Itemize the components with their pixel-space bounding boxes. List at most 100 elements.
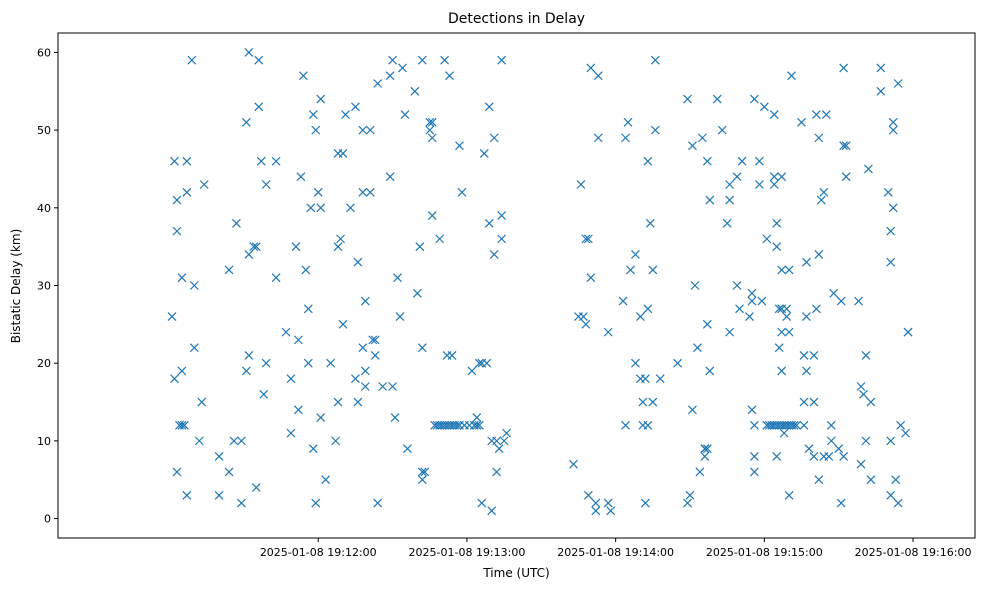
data-point [311, 498, 321, 508]
data-point [172, 467, 182, 477]
data-point [578, 312, 588, 322]
data-point [655, 374, 665, 384]
data-point [271, 273, 281, 283]
data-point [581, 319, 591, 329]
data-point [388, 55, 398, 65]
data-point [177, 273, 187, 283]
data-point [583, 490, 593, 500]
data-point [777, 172, 787, 182]
data-point [502, 428, 512, 438]
data-point [688, 141, 697, 151]
data-point [700, 444, 710, 454]
data-point [425, 125, 435, 135]
data-point [261, 358, 271, 368]
data-point [417, 467, 427, 477]
data-point [177, 366, 187, 376]
data-point [365, 187, 375, 197]
data-point [759, 102, 769, 112]
data-point [308, 110, 318, 120]
data-point [586, 63, 596, 73]
data-point [640, 374, 650, 384]
data-point [593, 133, 603, 143]
data-point [336, 234, 345, 244]
data-point [360, 366, 370, 376]
data-point [353, 257, 363, 267]
data-point [189, 281, 199, 290]
x-tick-label: 2025-01-08 19:12:00 [260, 546, 377, 559]
data-point [826, 420, 836, 430]
data-point [779, 428, 789, 438]
data-point [182, 187, 192, 197]
data-point [224, 467, 234, 477]
data-point [754, 180, 764, 189]
data-point [425, 117, 435, 127]
data-point [903, 327, 913, 337]
data-point [232, 218, 241, 228]
data-point [735, 304, 744, 314]
data-point [650, 55, 660, 65]
data-point [398, 63, 407, 73]
data-point [333, 397, 343, 407]
data-point [373, 79, 383, 88]
data-point [866, 475, 876, 485]
data-point [876, 63, 886, 73]
y-tick-label: 40 [37, 202, 51, 215]
y-tick-label: 50 [37, 124, 51, 137]
data-point [712, 94, 722, 104]
data-point [350, 102, 360, 112]
data-point [254, 55, 264, 65]
y-tick-label: 60 [37, 46, 51, 59]
data-point [769, 110, 779, 120]
data-point [244, 350, 254, 360]
data-point [489, 133, 499, 143]
data-point [750, 94, 759, 104]
data-point [487, 506, 497, 516]
data-point [440, 55, 450, 65]
data-point [774, 304, 784, 314]
data-point [792, 420, 801, 430]
data-point [316, 94, 326, 104]
x-axis: 2025-01-08 19:12:00 2025-01-08 19:13:00 20… [260, 538, 971, 559]
data-point [809, 451, 819, 461]
data-point [626, 265, 635, 275]
data-point [695, 467, 705, 477]
data-point [445, 71, 455, 81]
data-point [854, 296, 863, 306]
data-point [586, 273, 596, 283]
data-point [861, 350, 871, 360]
data-point [179, 420, 189, 430]
data-point [745, 312, 754, 322]
data-point [467, 366, 477, 376]
data-point [482, 358, 492, 368]
data-point [452, 420, 462, 430]
data-point [301, 265, 311, 275]
data-point [170, 156, 179, 166]
data-point [839, 141, 849, 151]
data-point [700, 451, 710, 461]
data-point [697, 133, 707, 143]
data-point [293, 405, 303, 415]
data-point [484, 218, 494, 228]
data-point [333, 242, 343, 252]
data-point [774, 343, 784, 353]
data-point [286, 374, 296, 384]
data-point [497, 211, 507, 221]
data-point [194, 436, 204, 446]
data-point [821, 110, 831, 120]
data-point [640, 498, 650, 508]
data-point [338, 148, 348, 158]
data-point [417, 55, 427, 65]
data-point [799, 397, 809, 407]
data-point [199, 180, 209, 189]
data-point [901, 428, 911, 438]
data-point [489, 249, 499, 259]
data-point [816, 195, 826, 205]
data-point [688, 405, 697, 415]
data-point [244, 47, 254, 57]
data-point [197, 397, 207, 407]
data-point [172, 195, 182, 205]
data-point [224, 265, 234, 275]
y-axis-label: Bistatic Delay (km) [9, 229, 23, 344]
data-point [385, 71, 395, 81]
data-point [360, 382, 370, 391]
